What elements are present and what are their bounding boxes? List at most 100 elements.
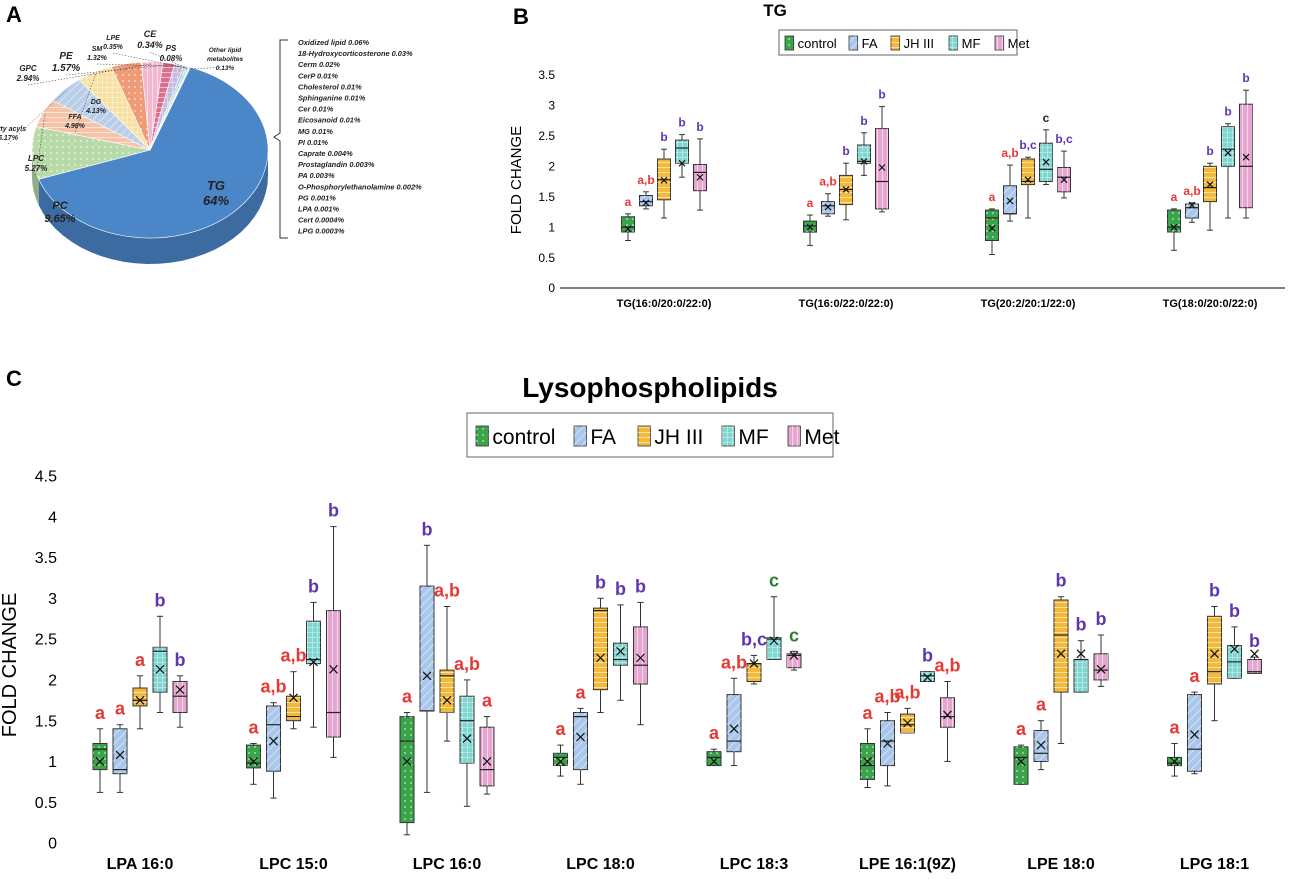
box-jh-iii: a	[132, 650, 148, 730]
significance-label: b	[635, 576, 646, 596]
box-mean-marker	[482, 757, 492, 766]
box-mean-marker	[1024, 176, 1032, 184]
box-mean-marker	[883, 739, 892, 748]
legend-swatch-pattern	[638, 426, 651, 446]
other-list-item: Prostaglandin 0.003%	[298, 160, 375, 169]
significance-label: a	[135, 650, 146, 670]
x-tick-label: LPE 18:0	[1027, 856, 1095, 873]
box-control: a	[553, 719, 568, 777]
box-pattern	[480, 727, 494, 786]
pie-label-pc: PC 9.65%	[44, 200, 75, 225]
box-mf: b	[152, 590, 168, 713]
legend-label: FA	[862, 36, 878, 51]
box-mean-marker	[1250, 649, 1259, 659]
pie-depth	[32, 148, 269, 264]
box-mean-marker	[1042, 158, 1050, 166]
significance-label: a	[1189, 666, 1200, 686]
other-list-item: Cer 0.01%	[298, 105, 334, 114]
significance-label: b	[1209, 581, 1220, 601]
significance-label: b	[1206, 144, 1213, 158]
box-mean-marker	[729, 724, 739, 734]
box-pattern	[787, 653, 801, 668]
pie-depth-tg	[38, 148, 269, 264]
box-mf: b	[1227, 601, 1242, 679]
box-mean-marker	[155, 664, 165, 674]
box-mean-marker	[860, 157, 868, 165]
box-jh-iii: b,c	[1019, 138, 1037, 219]
other-lipids-list: Oxidized lipid 0.06% 18-Hydroxycorticoste…	[298, 38, 422, 236]
other-list-item: Eicosanoid 0.01%	[298, 116, 361, 125]
box-met: b	[1247, 631, 1262, 674]
box-mean-marker	[556, 757, 565, 766]
y-axis-label-tg: FOLD CHANGE	[508, 126, 525, 234]
significance-label: a	[1016, 719, 1027, 739]
significance-label: a	[807, 196, 814, 210]
box-pattern	[767, 637, 781, 660]
box-pattern	[1014, 746, 1028, 785]
box-mean-marker	[576, 732, 585, 742]
other-list-item: PI 0.01%	[298, 138, 328, 147]
box-pattern	[1003, 185, 1017, 214]
significance-label: b	[1249, 631, 1260, 651]
significance-label: b	[922, 646, 933, 666]
pie-leader-other-lipid-metabolites	[189, 67, 221, 70]
significance-label: b	[615, 579, 626, 599]
y-tick-label: 4	[48, 509, 57, 526]
box-met: b	[326, 501, 341, 758]
box-mean-marker	[1076, 649, 1086, 659]
box-pattern	[306, 621, 321, 664]
y-tick-label: 2.5	[35, 632, 57, 649]
box-mean-marker	[1188, 201, 1196, 209]
significance-label: a	[989, 190, 996, 204]
pie-leader-fatty-acyls	[7, 90, 67, 145]
significance-label: a	[95, 703, 106, 723]
pie-slice-pattern-pc	[32, 126, 151, 180]
significance-label: a,b	[894, 682, 920, 702]
box-control: a	[1167, 718, 1182, 777]
pie-leaders	[7, 51, 221, 176]
legend-label: control	[492, 426, 555, 449]
significance-label: b	[1229, 601, 1240, 621]
box-pattern	[985, 210, 999, 241]
box-mf: b	[1073, 615, 1089, 693]
box-mean-marker	[636, 653, 645, 663]
box-mean-marker	[988, 224, 996, 232]
legend-label: FA	[590, 426, 616, 449]
box-fa: a,b	[637, 173, 655, 210]
x-tick-label: LPE 16:1(9Z)	[859, 856, 956, 873]
significance-label: b	[422, 519, 433, 539]
significance-label: a,b	[1001, 146, 1018, 160]
legend-swatch-pattern	[574, 426, 587, 446]
other-list-item: Oxidized lipid 0.06%	[298, 38, 369, 47]
significance-label: b,c	[741, 629, 767, 649]
y-tick-label: 2.5	[538, 129, 555, 143]
box-control: a	[803, 196, 817, 246]
box-mean-marker	[769, 636, 779, 646]
significance-label: a	[482, 691, 493, 711]
y-tick-label: 1.5	[35, 713, 57, 730]
box-control: a	[985, 190, 999, 255]
box-mean-marker	[696, 173, 704, 181]
pie-label-ce: CE 0.34%	[137, 29, 163, 50]
box-mean-marker	[806, 223, 814, 231]
y-ticks-lyso: 0 0.5 1 1.5 2 2.5 3 3.5 4 4.5	[35, 469, 57, 853]
pie-label-ffa: FFA 4.98%	[64, 114, 86, 130]
x-tick-label: LPA 16:0	[107, 856, 174, 873]
panel-label-c: C	[6, 366, 22, 391]
box-mean-marker	[269, 736, 278, 746]
panel-label-b: B	[513, 4, 529, 29]
box-mean-marker	[402, 757, 412, 766]
legend-swatch-pattern	[785, 36, 794, 50]
significance-label: a,b	[874, 687, 900, 707]
x-tick-label: TG(16:0/20:0/22:0)	[617, 298, 712, 310]
box-mean-marker	[309, 657, 318, 667]
box-pattern	[173, 681, 187, 713]
box-mean-marker	[678, 159, 686, 167]
pie-label-lpe: LPE 0.35%	[103, 35, 124, 51]
box-pattern	[633, 626, 648, 684]
significance-label: a,b	[260, 677, 286, 697]
box-jh-iii: b	[1203, 144, 1217, 231]
other-list-item: LPG 0.0003%	[298, 227, 345, 236]
box-mf: b	[857, 114, 871, 176]
